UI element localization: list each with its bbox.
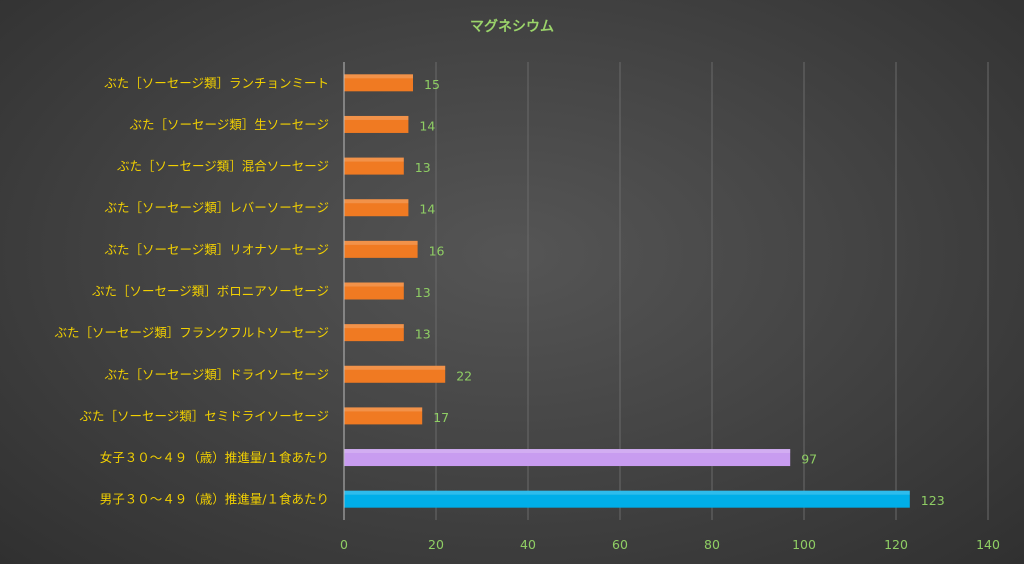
bar — [344, 74, 413, 92]
value-label: 13 — [415, 285, 431, 300]
x-tick-label: 20 — [428, 537, 444, 552]
category-label: ぶた［ソーセージ類］セミドライソーセージ — [79, 408, 329, 423]
value-label: 16 — [429, 243, 445, 258]
bar — [344, 407, 423, 425]
value-label: 15 — [424, 77, 440, 92]
bar-highlight — [344, 240, 418, 245]
x-tick-label: 80 — [704, 537, 720, 552]
category-label: 男子３０～４９（歳）推進量/１食あたり — [100, 492, 329, 507]
bar — [344, 240, 418, 258]
bar — [344, 115, 409, 133]
bar-highlight — [344, 199, 409, 204]
x-axis-ticks: 0 20 40 60 80 100 120 140 — [340, 537, 1000, 552]
category-label: 女子３０～４９（歳）推進量/１食あたり — [100, 450, 329, 465]
value-label: 14 — [419, 118, 435, 133]
x-tick-label: 100 — [792, 537, 816, 552]
bar-highlight — [344, 324, 404, 329]
x-tick-label: 140 — [976, 537, 1000, 552]
category-label: ぶた［ソーセージ類］生ソーセージ — [129, 117, 329, 132]
bar-highlight — [344, 74, 413, 79]
x-tick-label: 40 — [520, 537, 536, 552]
x-tick-label: 60 — [612, 537, 628, 552]
bar — [344, 365, 446, 383]
value-labels: 15 14 13 14 16 13 13 22 17 97 123 — [415, 77, 945, 508]
bars — [344, 74, 910, 508]
category-label: ぶた［ソーセージ類］レバーソーセージ — [104, 200, 329, 215]
bar-highlight — [344, 282, 404, 287]
x-tick-label: 0 — [340, 537, 348, 552]
category-label: ぶた［ソーセージ類］フランクフルトソーセージ — [54, 325, 329, 340]
value-label: 17 — [433, 410, 449, 425]
bar-highlight — [344, 115, 409, 120]
bar — [344, 199, 409, 217]
category-label: ぶた［ソーセージ類］ドライソーセージ — [104, 367, 329, 382]
value-label: 13 — [415, 160, 431, 175]
category-labels: ぶた［ソーセージ類］ランチョンミートぶた［ソーセージ類］生ソーセージぶた［ソーセ… — [54, 75, 329, 506]
category-label: ぶた［ソーセージ類］リオナソーセージ — [104, 242, 329, 257]
bar — [344, 449, 791, 467]
value-label: 97 — [801, 452, 817, 467]
value-label: 123 — [921, 493, 945, 508]
bar-highlight — [344, 407, 423, 412]
chart-title: マグネシウム — [470, 18, 554, 35]
gridlines — [435, 62, 989, 520]
bar — [344, 324, 404, 342]
bar — [344, 282, 404, 300]
bar — [344, 490, 910, 508]
bar — [344, 157, 404, 175]
bar-highlight — [344, 449, 791, 454]
bar-highlight — [344, 365, 446, 370]
value-label: 22 — [456, 368, 472, 383]
bar-highlight — [344, 490, 910, 495]
value-label: 13 — [415, 327, 431, 342]
x-tick-label: 120 — [884, 537, 908, 552]
value-label: 14 — [419, 202, 435, 217]
bar-highlight — [344, 157, 404, 162]
category-label: ぶた［ソーセージ類］ランチョンミート — [104, 75, 329, 90]
category-label: ぶた［ソーセージ類］混合ソーセージ — [117, 159, 329, 174]
category-label: ぶた［ソーセージ類］ボロニアソーセージ — [92, 284, 329, 299]
